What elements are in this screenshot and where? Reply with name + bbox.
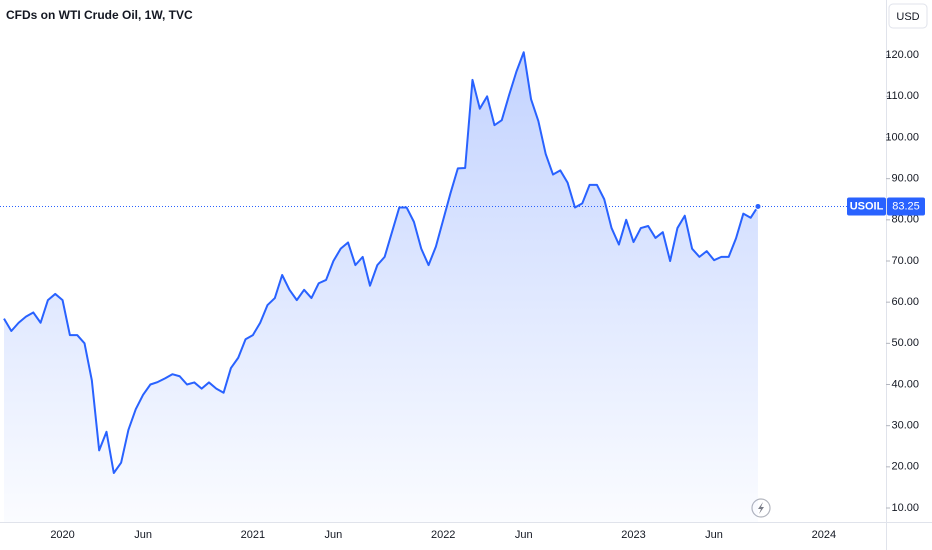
- icon-bolt: [758, 502, 764, 514]
- y-tick-label: 50.00: [891, 337, 919, 349]
- price-label: 83.25: [892, 200, 920, 212]
- symbol-badge: [847, 197, 886, 216]
- x-tick-label: 2024: [812, 529, 836, 541]
- y-tick-label: 120.00: [885, 49, 919, 61]
- area: [4, 52, 758, 522]
- line: [3, 51, 759, 475]
- currency-label: USD: [896, 11, 919, 23]
- y-tick-label: 10.00: [891, 502, 919, 514]
- x-tick-label: Jun: [705, 529, 723, 541]
- x-tick-label: Jun: [515, 529, 533, 541]
- y-tick-label: 80.00: [891, 214, 919, 226]
- y-tick-label: 90.00: [891, 173, 919, 185]
- x-tick-label: 2022: [431, 529, 455, 541]
- y-tick-label: 40.00: [891, 378, 919, 390]
- y-tick-label: 110.00: [886, 90, 919, 102]
- x-tick-label: Jun: [325, 529, 343, 541]
- x-tick-label: 2021: [241, 529, 265, 541]
- x-tick-label: 2020: [50, 529, 74, 541]
- price-badge: [887, 197, 925, 216]
- last-point: [754, 202, 762, 210]
- y-tick-label: 60.00: [891, 296, 919, 308]
- y-tick-label: 100.00: [885, 131, 919, 143]
- y-tick-label: 20.00: [891, 461, 919, 473]
- y-tick-label: 30.00: [891, 420, 919, 432]
- currency-button[interactable]: [888, 3, 928, 29]
- x-tick-label: 2023: [621, 529, 645, 541]
- y-tick-label: 70.00: [891, 255, 919, 267]
- chart-title: CFDs on WTI Crude Oil, 1W, TVC: [6, 8, 193, 22]
- x-tick-label: Jun: [134, 529, 152, 541]
- symbol-label: USOIL: [850, 200, 884, 212]
